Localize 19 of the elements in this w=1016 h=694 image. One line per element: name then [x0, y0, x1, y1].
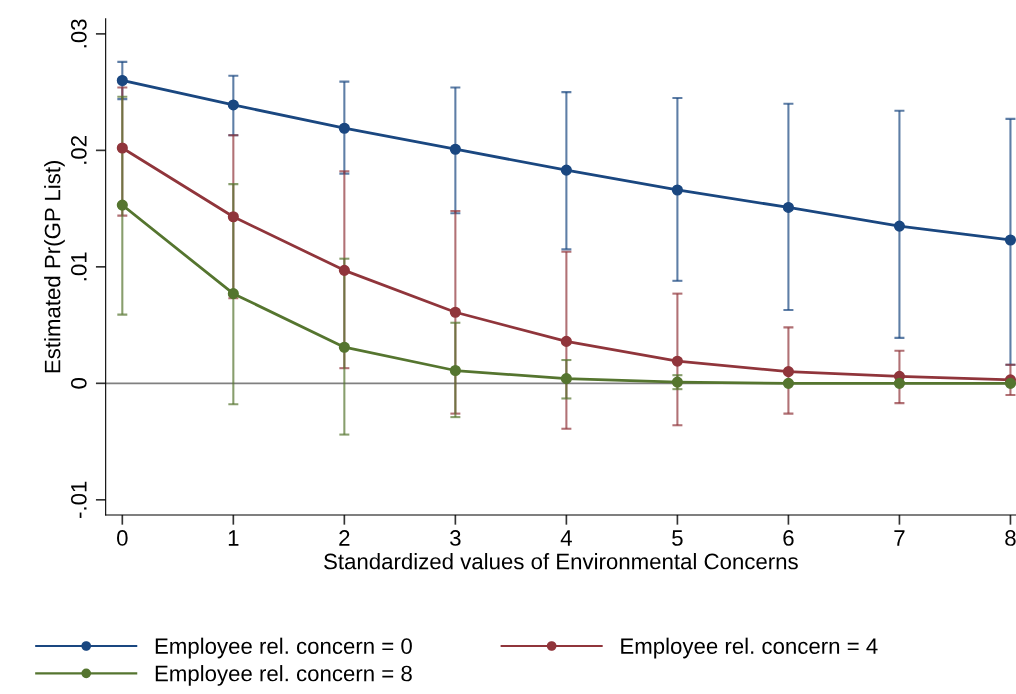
y-tick-label: -.01: [70, 481, 87, 518]
x-tick-label: 4: [560, 530, 572, 546]
x-tick-label: 6: [783, 530, 794, 546]
legend-label: Employee rel. concern = 0: [155, 637, 412, 659]
x-tick-label: 7: [894, 530, 905, 546]
x-tick-label: 5: [672, 530, 683, 546]
y-tick-label: .03: [70, 19, 87, 48]
x-tick-label: 0: [117, 530, 128, 546]
legend-label: Employee rel. concern = 4: [621, 637, 878, 659]
y-tick-label: 0: [70, 378, 87, 389]
x-tick-label: 8: [1005, 530, 1016, 546]
legend-label: Employee rel. concern = 8: [155, 665, 412, 686]
x-tick-label: 2: [339, 530, 350, 546]
y-tick-label: .02: [70, 136, 87, 164]
x-axis-title: Standardized values of Environmental Concerns: [324, 553, 798, 570]
x-tick-label: 3: [450, 530, 461, 546]
x-tick-label: 1: [228, 530, 239, 546]
y-axis-title: Estimated Pr(GP List): [44, 160, 65, 373]
y-tick-label: .01: [70, 252, 87, 281]
